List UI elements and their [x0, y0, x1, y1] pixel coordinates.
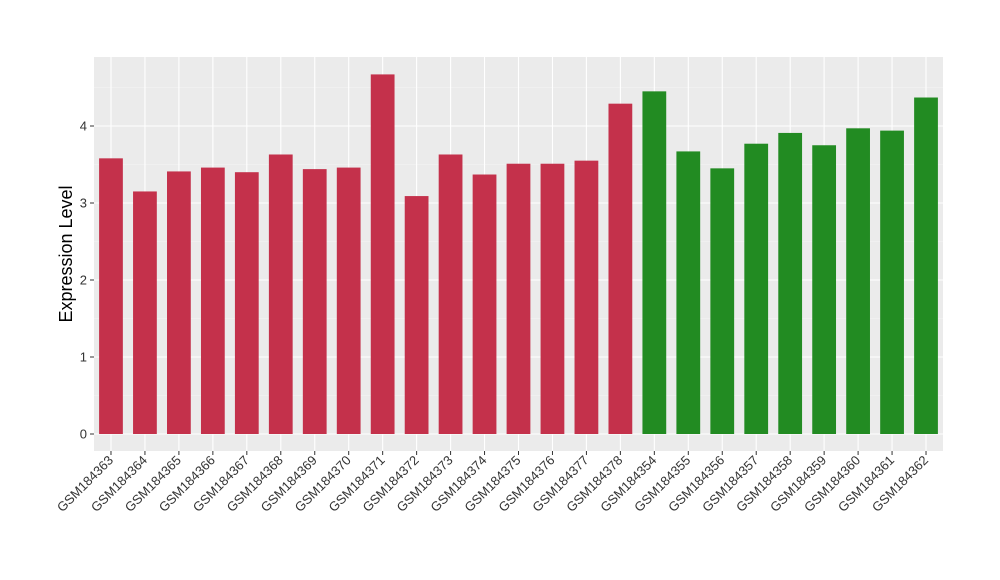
bar-GSM184354 [642, 91, 667, 434]
bar-GSM184365 [167, 171, 191, 434]
bar-GSM184364 [133, 191, 157, 434]
bar-GSM184360 [846, 128, 870, 434]
bar-GSM184366 [200, 167, 225, 434]
bar-GSM184374 [472, 174, 497, 434]
bar-GSM184372 [404, 196, 429, 434]
bar-GSM184368 [268, 154, 293, 435]
bar-GSM184356 [710, 168, 735, 434]
bar-GSM184370 [336, 167, 361, 434]
bar-GSM184363 [99, 158, 123, 434]
bar-GSM184359 [812, 145, 837, 434]
bar-GSM184358 [778, 132, 803, 434]
bars [99, 74, 938, 435]
bar-GSM184377 [574, 160, 599, 434]
bar-GSM184376 [540, 163, 565, 435]
y-tick-label: 2 [80, 273, 87, 288]
y-tick-label: 0 [80, 427, 87, 442]
y-tick-label: 1 [80, 350, 87, 365]
bar-GSM184378 [608, 103, 633, 435]
y-axis: 0 1 2 3 4 [80, 119, 94, 442]
bar-GSM184371 [370, 74, 395, 434]
x-axis: GSM184363GSM184364GSM184365GSM184366GSM1… [54, 451, 931, 515]
bar-GSM184375 [506, 163, 531, 435]
y-axis-title: Expression Level [56, 185, 76, 322]
y-tick-label: 3 [80, 196, 87, 211]
bar-GSM184361 [880, 130, 904, 434]
bar-GSM184369 [302, 169, 327, 434]
bar-GSM184355 [676, 151, 701, 434]
bar-GSM184362 [914, 97, 938, 434]
bar-GSM184357 [744, 143, 769, 434]
y-tick-label: 4 [80, 119, 87, 134]
bar-GSM184373 [438, 154, 463, 435]
bar-GSM184367 [234, 172, 259, 434]
